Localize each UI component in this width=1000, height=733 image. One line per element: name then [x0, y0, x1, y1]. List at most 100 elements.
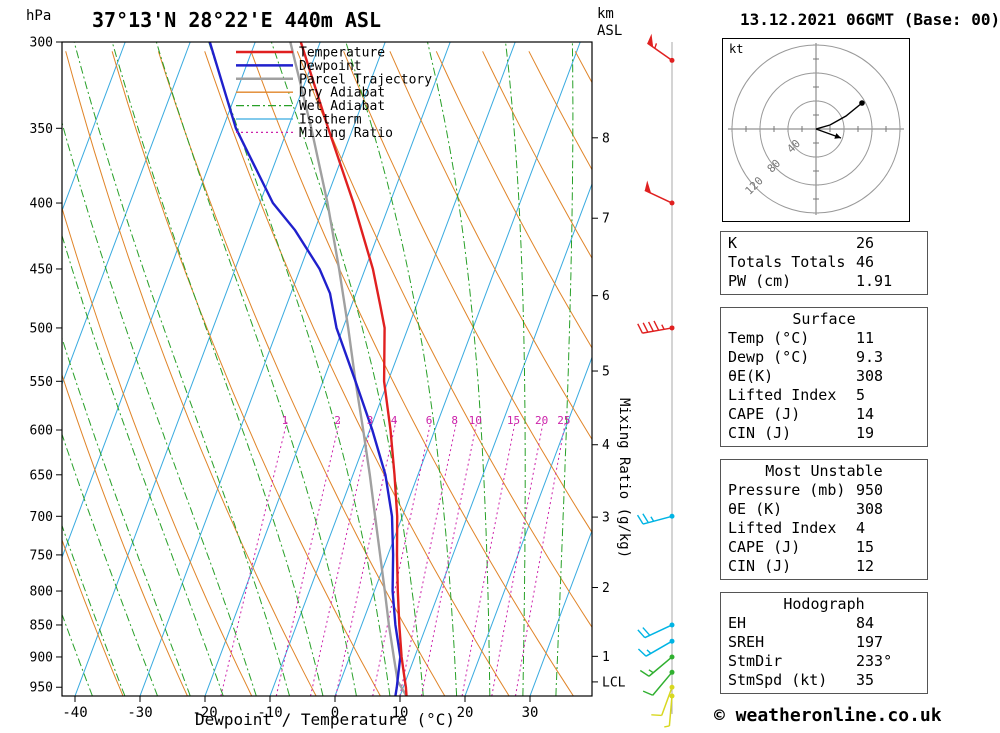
dry-adiabat-line: [574, 51, 592, 84]
wind-barb: [637, 622, 675, 639]
row-label: K: [728, 234, 738, 252]
wind-barb: [637, 320, 675, 334]
isotherm-line: [74, 42, 321, 696]
isotherm-line: [62, 42, 126, 213]
wet-adiabat-line: [505, 42, 526, 696]
mixing-ratio-line: [220, 420, 288, 696]
dry-adiabat-line: [62, 373, 188, 696]
wet-adiabat-line: [155, 42, 357, 696]
hodograph-ring: [759, 72, 873, 186]
row-label: θE(K): [728, 367, 774, 385]
mixing-ratio-label: 1: [282, 414, 289, 427]
row-value: 308: [856, 367, 884, 385]
table-row: Totals Totals 46: [721, 253, 927, 272]
table-header: Most Unstable: [765, 462, 883, 480]
row-label: CIN (J): [728, 557, 792, 575]
dewpoint-curve: [208, 42, 402, 696]
dry-adiabat-line: [204, 51, 510, 696]
row-value: 4: [856, 519, 866, 537]
altitude-tick-label: 2: [602, 581, 610, 596]
temperature-axis-label: Dewpoint / Temperature (°C): [194, 710, 456, 729]
mixing-ratio-label: 8: [451, 414, 458, 427]
altitude-axis-unit-asl: ASL: [597, 23, 623, 39]
row-label: SREH: [728, 633, 765, 651]
hodograph-unit-label: kt: [729, 42, 744, 56]
row-value: 5: [856, 386, 866, 404]
dry-adiabat-line: [62, 538, 124, 696]
legend-item-label: Mixing Ratio: [299, 126, 393, 141]
legend-item-label: Wet Adiabat: [299, 99, 385, 114]
wet-adiabat-line: [270, 42, 424, 696]
wind-barb: [636, 513, 675, 525]
altitude-axis-unit-km: km: [597, 6, 614, 22]
pressure-tick-label: 300: [30, 36, 53, 51]
dry-adiabat-line: [622, 51, 711, 696]
mixing-ratio-line: [399, 420, 458, 696]
mixing-ratio-label: 3: [367, 414, 374, 427]
row-label: Lifted Index: [728, 386, 837, 404]
row-value: 84: [856, 614, 875, 632]
table-row: StmDir 233°: [721, 652, 927, 671]
skewt-chart: 1 2 3 4 6 8 10 15 20 2530035040045050055060065070…: [30, 33, 711, 728]
dry-adiabat-line: [296, 51, 592, 629]
row-value: 19: [856, 424, 875, 442]
row-value: 308: [856, 500, 884, 518]
wind-barb-column: [636, 33, 675, 728]
isotherm-line: [334, 42, 581, 696]
table-row: EH 84: [721, 614, 927, 633]
hodograph-ring-label: 40: [784, 137, 803, 156]
temperature-tick-label: -40: [62, 705, 87, 721]
row-label: Lifted Index: [728, 519, 837, 537]
legend-item-label: Temperature: [299, 46, 385, 61]
row-value: 15: [856, 538, 875, 556]
isotherm-line: [399, 182, 592, 696]
row-label: StmDir: [728, 652, 783, 670]
isotherm-line: [139, 42, 386, 696]
wind-barb: [644, 180, 675, 206]
row-value: 46: [856, 253, 875, 271]
table-row: Temp (°C) 11: [721, 329, 927, 348]
mixing-ratio-label: 10: [469, 414, 482, 427]
pressure-tick-label: 550: [30, 375, 53, 390]
mixing-ratio-label: 4: [391, 414, 398, 427]
temperature-tick-label: 30: [522, 705, 539, 721]
temperature-tick-label: 20: [457, 705, 474, 721]
row-value: 233°: [856, 652, 893, 670]
pressure-tick-label: 750: [30, 548, 53, 563]
copyright-text: © weatheronline.co.uk: [714, 705, 942, 726]
mixing-ratio-label: 2: [334, 414, 341, 427]
wet-adiabat-line: [555, 42, 574, 696]
plot-frame: [61, 41, 593, 697]
temperature-tick-label: -10: [257, 705, 282, 721]
pressure-tick-label: 950: [30, 681, 53, 696]
wind-barb: [639, 654, 675, 677]
row-value: 9.3: [856, 348, 884, 366]
temperature-tick-label: -30: [127, 705, 152, 721]
wet-adiabat-line: [62, 336, 191, 696]
dry-adiabat-line: [65, 51, 317, 696]
row-label: PW (cm): [728, 272, 792, 290]
hodograph-ring: [731, 44, 901, 214]
pressure-tick-label: 350: [30, 122, 53, 137]
altitude-tick-label: 5: [602, 365, 610, 380]
hodograph-trace-end-dot: [859, 100, 865, 106]
legend-item-label: Parcel Trajectory: [299, 72, 432, 87]
table-row: CIN (J) 12: [721, 557, 927, 576]
row-label: CAPE (J): [728, 538, 801, 556]
isotherm-line: [204, 42, 451, 696]
table-row: Pressure (mb) 950: [721, 481, 927, 500]
mixing-ratio-label: 25: [557, 414, 570, 427]
row-value: 950: [856, 481, 884, 499]
table-row: K 26: [721, 234, 927, 253]
mixing-ratio-line: [515, 420, 567, 696]
mixing-ratio-label: 15: [507, 414, 520, 427]
pressure-tick-label: 400: [30, 197, 53, 212]
row-label: CAPE (J): [728, 405, 801, 423]
altitude-tick-label: 8: [602, 131, 610, 146]
wind-barb: [664, 693, 675, 728]
temperature-curve: [299, 42, 408, 696]
mixing-ratio-line: [461, 420, 516, 696]
row-label: Temp (°C): [728, 329, 810, 347]
